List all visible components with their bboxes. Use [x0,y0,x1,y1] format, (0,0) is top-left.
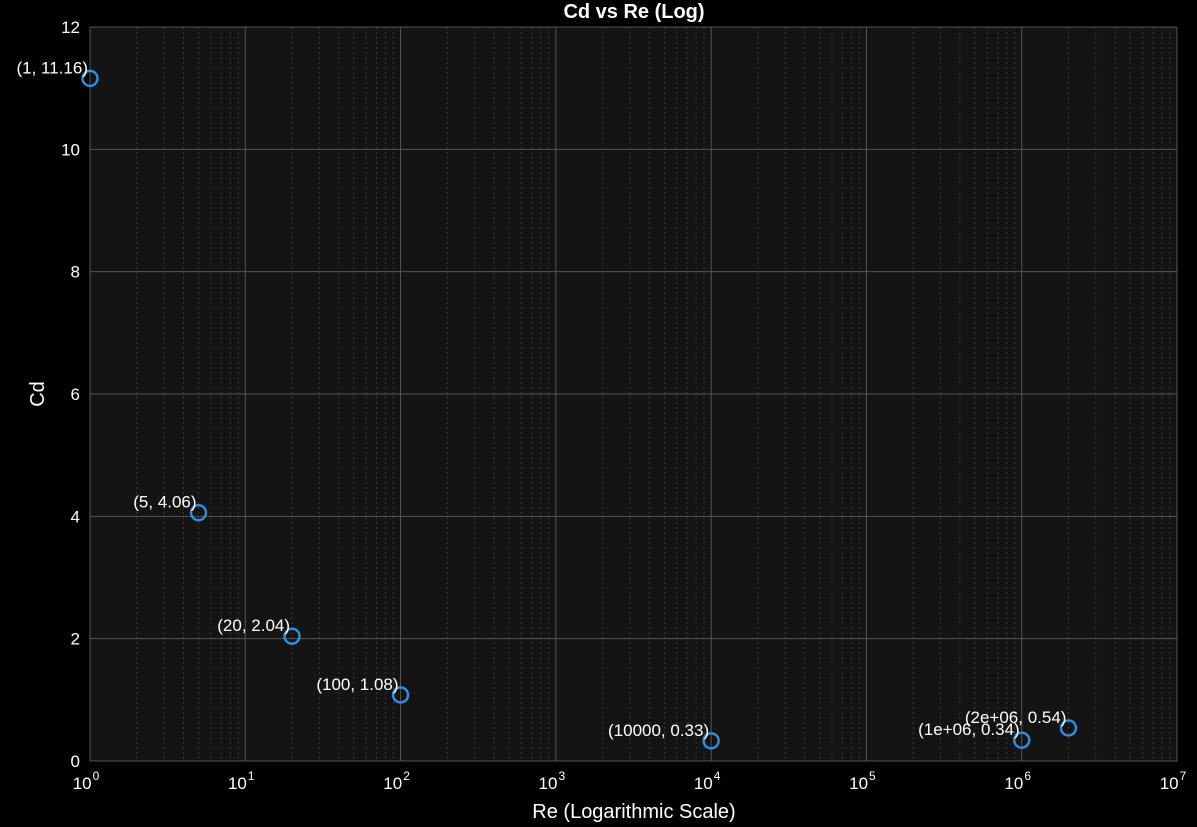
data-label: (1e+06, 0.34) [918,720,1020,739]
data-point [1059,719,1078,737]
data-point [283,627,301,645]
data-labels: (1, 11.16) (5, 4.06) (20, 2.04) (100, 1.08)… [16,58,1066,739]
x-tick-label: 103 [539,769,566,793]
data-label: (10000, 0.33) [608,721,709,740]
y-tick-label: 4 [71,507,80,526]
x-axis-title: Re (Logarithmic Scale) [532,801,735,823]
data-points [81,69,1078,750]
x-tick-label: 107 [1160,769,1187,793]
data-label: (100, 1.08) [316,675,398,694]
y-tick-label: 6 [71,385,80,404]
y-tick-label: 8 [71,263,80,282]
y-axis-ticks: 0 2 4 6 8 10 12 [61,18,80,771]
x-axis-ticks: 100 101 102 103 104 105 106 107 [73,769,1187,793]
chart-title: Cd vs Re (Log) [563,1,704,23]
x-tick-label: 105 [849,769,876,793]
y-tick-label: 2 [71,630,80,649]
x-tick-label: 102 [383,769,410,793]
x-tick-label: 104 [694,769,721,793]
data-label: (1, 11.16) [16,58,88,77]
data-point [702,732,720,750]
data-point [81,69,99,88]
y-tick-label: 10 [61,140,80,159]
x-tick-label: 106 [1004,769,1031,793]
y-tick-label: 0 [71,752,80,771]
y-axis-title: Cd [27,381,49,407]
x-tick-label: 101 [228,769,255,793]
data-label: (5, 4.06) [133,493,196,512]
major-grid [89,26,1178,762]
y-tick-label: 12 [61,18,80,37]
data-label: (2e+06, 0.54) [965,708,1067,727]
data-point [189,503,208,522]
x-tick-label: 100 [73,769,100,793]
data-point [391,686,410,704]
data-label: (20, 2.04) [217,616,290,635]
data-point [1013,731,1031,749]
